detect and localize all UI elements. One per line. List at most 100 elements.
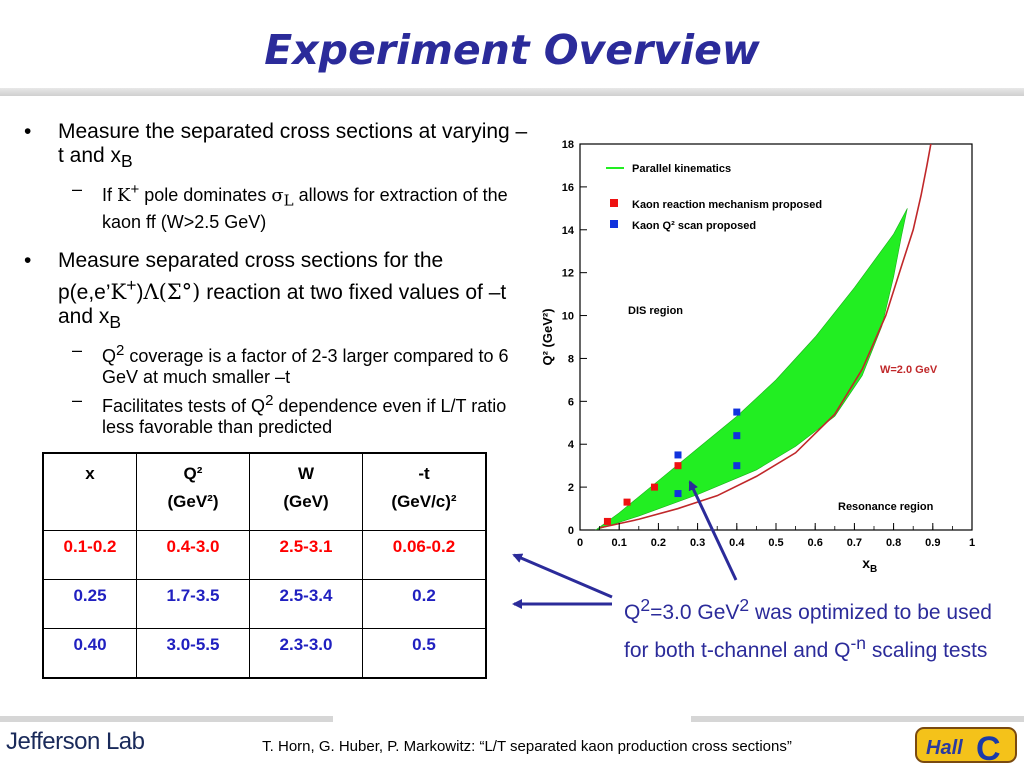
x-axis-label: xB (862, 555, 877, 575)
bullet-2b-sup: 2 (265, 391, 274, 409)
y-tick-label: 14 (562, 225, 575, 237)
plot-annotations: DIS region W=2.0 GeV Resonance region (628, 305, 938, 513)
title-divider (0, 88, 1024, 96)
bullet-2: Measure separated cross sections for the… (18, 249, 528, 334)
table-cell: 2.5-3.1 (249, 530, 363, 580)
x-tick-label: 0.7 (847, 537, 862, 549)
data-points (603, 408, 741, 525)
table-row: 0.25 1.7-3.5 2.5-3.4 0.2 (42, 579, 487, 629)
bullet-1: Measure the separated cross sections at … (18, 120, 528, 173)
plot-area (579, 143, 973, 531)
footer-divider-gap (333, 716, 691, 722)
callout-text-1: =3.0 GeV (650, 601, 740, 624)
x-tick-label: 0.9 (925, 537, 940, 549)
y-tick-label: 2 (568, 482, 574, 494)
y-tick-label: 8 (568, 353, 574, 365)
blue-data-point (674, 490, 682, 498)
red-data-point (603, 517, 611, 525)
jefferson-lab-logo: Jefferson Lab (6, 728, 145, 755)
bullet-2-paren: ) (136, 280, 144, 304)
table-header-cell: Q² (GeV²) (136, 452, 250, 531)
axis-ticks: 0 0.1 0.2 0.3 0.4 0.5 0.6 0.7 0.8 0.9 102468101214… (540, 139, 975, 575)
blue-data-point (674, 451, 682, 459)
w-curve-line (599, 143, 932, 529)
bullet-2a-sup: 2 (116, 341, 125, 359)
bullet-2-pre: Measure separated cross sections for the… (58, 248, 444, 304)
bullet-2b-rest: dependence even if L/T ratio less favora… (102, 395, 507, 437)
w-curve (599, 143, 932, 529)
kaon-symbol: K (117, 185, 131, 207)
red-data-point (674, 462, 682, 470)
x-tick-label: 0 (577, 537, 583, 549)
table-row: 0.40 3.0-5.5 2.3-3.0 0.5 (42, 628, 487, 679)
legend-label: Kaon Q² scan proposed (632, 220, 756, 232)
hall-c-logo: Hall C (915, 727, 1017, 766)
x-tick-label: 0.6 (808, 537, 823, 549)
callout-text-3: scaling tests (866, 639, 988, 662)
blue-data-point (733, 462, 741, 470)
svg-text:C: C (976, 730, 1001, 766)
table-header-cell: W (GeV) (249, 452, 363, 531)
x-tick-label: 0.5 (768, 537, 783, 549)
table-cell: 3.0-5.5 (136, 628, 250, 679)
callout-sup-1: 2 (640, 595, 651, 615)
bullet-2a-rest: coverage is a factor of 2-3 larger compa… (102, 345, 509, 387)
svg-text:Hall: Hall (926, 737, 963, 759)
kaon-charge: + (130, 181, 140, 199)
x-tick-label: 0.2 (651, 537, 666, 549)
table-cell: 2.5-3.4 (249, 579, 363, 629)
y-tick-label: 4 (568, 439, 575, 451)
callout-q: Q (624, 601, 641, 624)
red-data-point (650, 483, 658, 491)
bullet-1a: If K+ pole dominates σL allows for extra… (18, 179, 528, 233)
blue-data-point (733, 408, 741, 416)
table-cell: 0.1-0.2 (42, 530, 137, 580)
x-tick-label: 0.8 (886, 537, 901, 549)
y-tick-label: 0 (568, 525, 574, 537)
red-data-point (623, 498, 631, 506)
table-header-cell: x (42, 452, 137, 531)
parallel-kinematics-area (595, 208, 908, 531)
kinematics-plot: 0 0.1 0.2 0.3 0.4 0.5 0.6 0.7 0.8 0.9 102468101214… (540, 139, 975, 575)
blue-data-point (733, 432, 741, 440)
bullet-2a-q: Q (102, 345, 117, 366)
x-tick-label: 1 (969, 537, 975, 549)
legend-label: Kaon reaction mechanism proposed (632, 199, 822, 211)
legend-square-swatch (610, 220, 618, 228)
table-cell: 0.25 (42, 579, 137, 629)
table-header-cell: -t (GeV/c)² (362, 452, 487, 531)
parallel-kinematics-region (595, 208, 908, 531)
kaon-charge-2: + (126, 274, 137, 295)
bullet-1-subscript: B (121, 151, 133, 172)
kaon-symbol-2: K (110, 279, 127, 304)
plot-annotation: Resonance region (838, 501, 934, 513)
table-cell: 1.7-3.5 (136, 579, 250, 629)
x-tick-label: 0.4 (729, 537, 745, 549)
table-cell: 0.5 (362, 628, 487, 679)
footer-citation: T. Horn, G. Huber, P. Markowitz: “L/T se… (262, 738, 792, 755)
sigma-subscript: L (283, 191, 294, 210)
bullet-2-post: reaction at two fixed values of –t and x (58, 280, 507, 328)
callout-sup-2: 2 (739, 595, 750, 615)
header-label: x (85, 464, 95, 483)
bullet-2-subscript: B (109, 311, 122, 332)
bullet-2b-pre: Facilitates tests of Q (102, 395, 266, 416)
header-label: Q² (183, 464, 203, 483)
plot-legend: Parallel kinematics Kaon reaction mechani… (606, 163, 822, 232)
y-tick-label: 10 (562, 311, 574, 323)
bullet-list: Measure the separated cross sections at … (18, 120, 528, 440)
page-title: Experiment Overview (264, 26, 760, 74)
y-tick-label: 16 (562, 182, 574, 194)
legend-label: Parallel kinematics (632, 163, 731, 175)
x-axis-label-sub: B (870, 564, 877, 575)
header-unit: (GeV/c)² (391, 492, 457, 511)
table-cell: 0.06-0.2 (362, 530, 487, 580)
header-unit: (GeV²) (167, 492, 219, 511)
x-tick-label: 0.1 (612, 537, 627, 549)
sigma-zero-symbol: (Σ°) (158, 279, 201, 304)
x-tick-label: 0.3 (690, 537, 705, 549)
bullet-2a: Q2 coverage is a factor of 2-3 larger co… (18, 340, 528, 388)
plot-annotation: DIS region (628, 305, 683, 317)
y-axis-label: Q² (GeV²) (540, 308, 555, 365)
table-row: 0.1-0.2 0.4-3.0 2.5-3.1 0.06-0.2 (42, 530, 487, 580)
